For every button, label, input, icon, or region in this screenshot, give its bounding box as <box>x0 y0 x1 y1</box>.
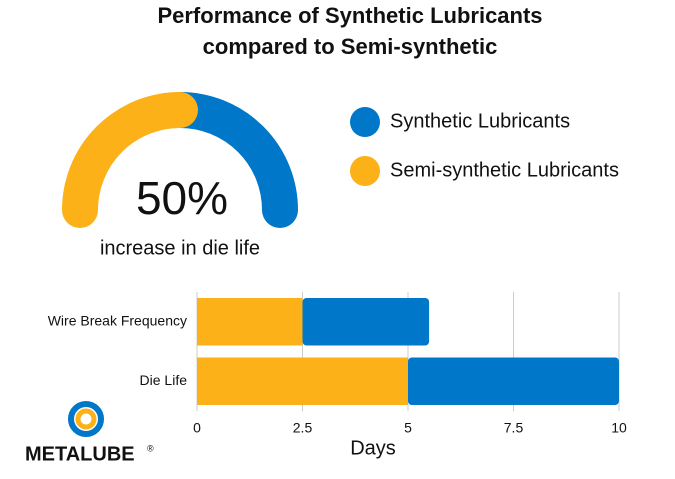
gauge-track <box>162 92 298 228</box>
bar <box>302 298 430 346</box>
x-tick-label: 5 <box>404 420 412 436</box>
x-tick-label: 2.5 <box>293 420 313 436</box>
x-axis-label: Days <box>350 437 396 459</box>
bar <box>408 357 619 405</box>
legend-marker <box>350 156 380 186</box>
logo: METALUBE ® <box>25 401 154 465</box>
logo-ring <box>68 401 104 437</box>
x-tick-label: 0 <box>193 420 201 436</box>
legend-label: Synthetic Lubricants <box>390 110 570 132</box>
gauge-caption: increase in die life <box>100 237 260 259</box>
x-tick-label: 7.5 <box>504 420 524 436</box>
title-line: compared to Semi-synthetic <box>203 34 498 59</box>
bar <box>197 298 303 346</box>
legend-label: Semi-synthetic Lubricants <box>390 159 619 181</box>
bar <box>197 357 408 405</box>
logo-ring <box>75 408 97 430</box>
y-tick-label: Wire Break Frequency <box>48 312 187 328</box>
x-tick-label: 10 <box>611 420 627 436</box>
y-tick-label: Die Life <box>140 372 188 388</box>
gauge-label: 50% <box>136 172 228 224</box>
legend-marker <box>350 107 380 137</box>
gauge-value <box>62 92 198 228</box>
logo-text: METALUBE <box>25 443 135 465</box>
title-line: Performance of Synthetic Lubricants <box>157 3 542 28</box>
logo-mark: ® <box>147 443 154 453</box>
